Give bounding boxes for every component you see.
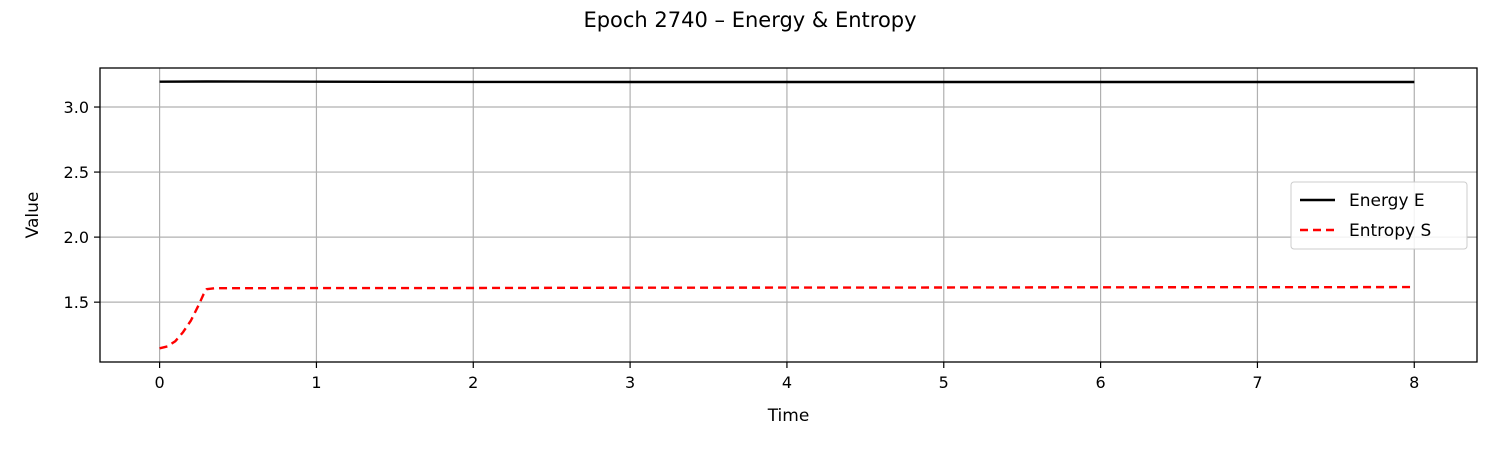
x-tick-label: 6 <box>1096 373 1106 392</box>
x-tick-label: 4 <box>782 373 792 392</box>
ticks: 0 1 2 3 4 5 6 7 8 1.5 2.0 2.5 3.0 <box>64 98 1420 392</box>
y-tick-label: 3.0 <box>64 98 89 117</box>
legend: Energy E Entropy S <box>1290 181 1468 250</box>
y-tick-label: 2.0 <box>64 228 89 247</box>
series-line-1 <box>159 80 1415 84</box>
grid <box>100 68 1477 362</box>
x-tick-label: 5 <box>939 373 949 392</box>
x-tick-label: 7 <box>1252 373 1262 392</box>
plot-frame <box>99 67 1478 363</box>
series-layer <box>159 80 1415 350</box>
y-axis-label: Value <box>23 192 43 239</box>
legend-label-2: Entropy S <box>1349 221 1431 241</box>
x-axis-label: Time <box>767 406 810 426</box>
x-tick-label: 0 <box>155 373 165 392</box>
x-tick-label: 8 <box>1409 373 1419 392</box>
y-tick-label: 1.5 <box>64 293 89 312</box>
x-tick-label: 2 <box>468 373 478 392</box>
y-tick-label: 2.5 <box>64 163 89 182</box>
x-tick-label: 1 <box>311 373 321 392</box>
legend-box <box>1290 181 1468 250</box>
legend-label-1: Energy E <box>1349 191 1425 211</box>
chart-title: Epoch 2740 – Energy & Entropy <box>583 8 916 32</box>
x-tick-label: 3 <box>625 373 635 392</box>
